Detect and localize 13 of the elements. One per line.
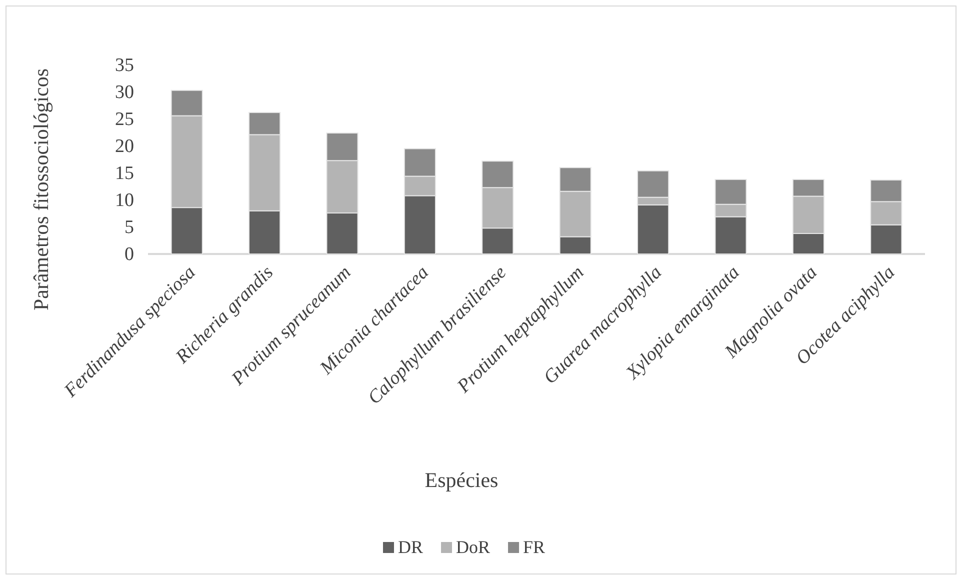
- legend-label: DR: [398, 537, 424, 557]
- y-tick-label: 30: [115, 82, 134, 104]
- y-axis-title: Parâmetros fitossociológicos: [29, 68, 53, 311]
- y-tick-label: 15: [115, 163, 134, 184]
- legend-label: FR: [523, 537, 546, 557]
- y-tick-label: 20: [115, 136, 134, 158]
- y-tick-label: 5: [124, 217, 134, 238]
- y-tick-label: 25: [115, 109, 134, 130]
- y-tick-label: 10: [115, 190, 134, 212]
- legend-label: DoR: [456, 537, 490, 557]
- y-tick-label: 0: [124, 244, 134, 266]
- y-tick-label: 35: [115, 55, 134, 76]
- x-axis-title: Espécies: [424, 468, 498, 492]
